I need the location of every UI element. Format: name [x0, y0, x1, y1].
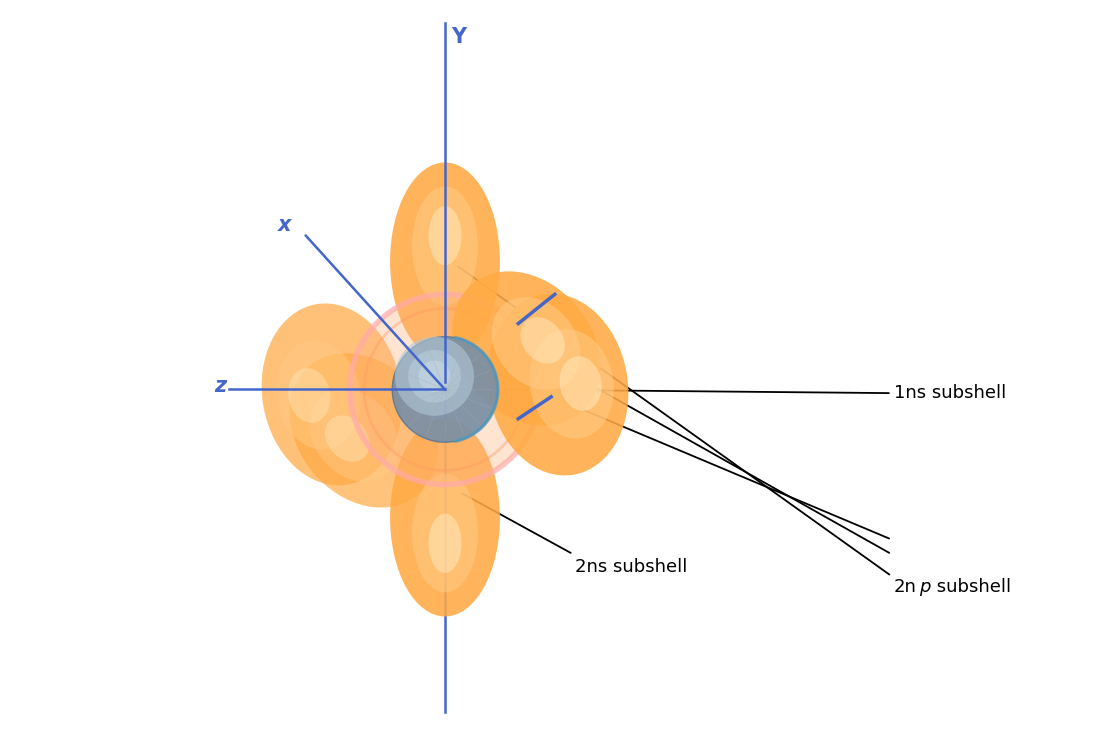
- Ellipse shape: [390, 162, 500, 360]
- Text: x: x: [278, 215, 292, 234]
- Ellipse shape: [289, 354, 438, 508]
- Ellipse shape: [325, 415, 370, 462]
- Text: Y: Y: [451, 27, 466, 47]
- Circle shape: [392, 337, 498, 442]
- Text: 2n: 2n: [894, 578, 916, 596]
- Ellipse shape: [521, 318, 565, 364]
- Ellipse shape: [412, 473, 478, 592]
- Ellipse shape: [276, 340, 361, 450]
- Circle shape: [350, 294, 541, 484]
- Text: z: z: [214, 376, 227, 396]
- Ellipse shape: [452, 271, 600, 426]
- Ellipse shape: [288, 368, 331, 423]
- Circle shape: [408, 350, 461, 403]
- Text: subshell: subshell: [932, 578, 1011, 596]
- Ellipse shape: [261, 304, 402, 485]
- Circle shape: [419, 360, 450, 392]
- Ellipse shape: [390, 419, 500, 617]
- Text: 2ns subshell: 2ns subshell: [575, 558, 688, 576]
- Ellipse shape: [309, 389, 399, 481]
- Ellipse shape: [488, 293, 629, 476]
- Circle shape: [395, 337, 474, 416]
- Ellipse shape: [429, 514, 461, 573]
- Ellipse shape: [429, 206, 461, 265]
- Ellipse shape: [560, 356, 602, 411]
- Ellipse shape: [529, 329, 614, 439]
- Ellipse shape: [412, 187, 478, 305]
- Text: 1ns subshell: 1ns subshell: [894, 384, 1006, 402]
- Text: p: p: [919, 578, 930, 596]
- Ellipse shape: [491, 297, 581, 390]
